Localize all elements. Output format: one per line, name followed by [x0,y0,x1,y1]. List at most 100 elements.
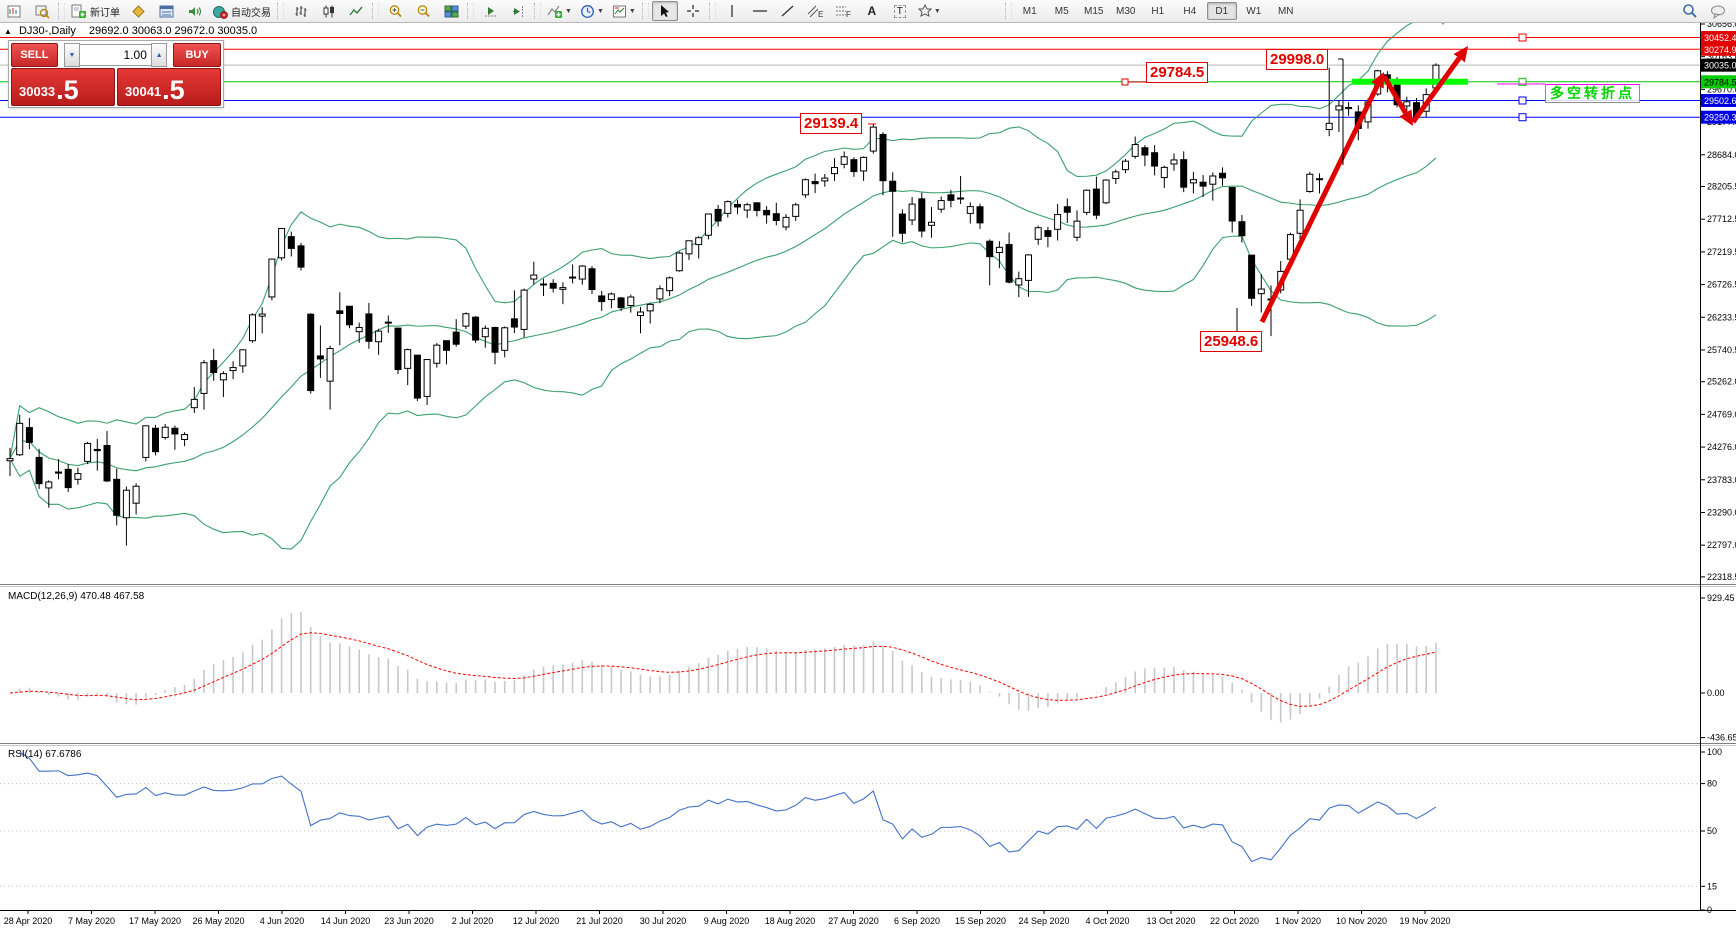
candle [1316,178,1323,181]
trend-arrow[interactable] [1410,56,1462,124]
vertical-line-tool[interactable] [719,1,745,21]
price-annotation-label[interactable]: 29998.0 [1266,49,1329,70]
indicators-icon [547,5,562,18]
templates-button[interactable]: ▼ [609,1,639,21]
sell-price[interactable]: 30033 .5 [11,68,115,106]
svg-text:F: F [846,10,851,18]
price-annotation-label[interactable]: 25948.6 [1200,331,1263,352]
price-annotation-label[interactable]: 29139.4 [800,113,863,134]
horizontal-line-tool[interactable] [747,1,773,21]
timeframe-M15[interactable]: M15 [1084,5,1104,17]
candle [1189,179,1197,184]
timeframe-M30[interactable]: M30 [1116,5,1136,17]
candle [404,349,412,369]
candle [627,296,635,307]
indicators-button[interactable]: ▼ [544,1,575,21]
horizontal-line-icon [752,10,767,12]
timeframe-D1[interactable]: D1 [1206,2,1237,20]
auto-scroll-button[interactable] [477,1,503,21]
price-badge [1701,75,1736,89]
zoom-out-button[interactable] [410,1,436,21]
chat-button[interactable] [1705,1,1731,21]
fibonacci-tool[interactable]: F [831,1,857,21]
tile-windows-button[interactable] [438,1,464,21]
candle [831,167,838,175]
candle [132,485,140,504]
timeframe-H4[interactable]: H4 [1183,5,1197,17]
toolbar-separator [1004,3,1012,19]
trend-arrow[interactable] [1259,84,1380,324]
candle [607,293,615,301]
chart-shift-button[interactable] [505,1,531,21]
price-tick: 25262.0 [1707,377,1736,387]
new-order-button[interactable]: 新订单 [68,1,123,21]
trend-arrow[interactable] [1381,74,1408,115]
metaeditor-button[interactable] [125,1,151,21]
arrows-tool[interactable]: ▼ [915,1,944,21]
candle [1257,288,1265,295]
search-button[interactable] [1677,1,1703,21]
candle [1034,227,1042,240]
text-label-tool[interactable]: T [887,1,913,21]
vertical-line-icon [731,5,733,17]
volume-increase-button[interactable]: ▲ [150,43,168,67]
timeframe-W1[interactable]: W1 [1246,5,1262,17]
new-chart-button[interactable] [1,1,27,21]
market-watch-button[interactable] [153,1,179,21]
chat-icon [1710,5,1725,19]
timeframe-M5[interactable]: M5 [1054,5,1069,17]
candle [258,313,266,317]
timeframe-H1[interactable]: H1 [1151,5,1165,17]
date-label: 7 May 2020 [68,916,115,926]
date-label: 15 Sep 2020 [955,916,1006,926]
candlestick-chart-button[interactable] [315,1,341,21]
price-tick: 26233.5 [1707,312,1736,322]
candle [326,347,334,382]
crosshair-tool-button[interactable] [680,1,706,21]
tile-windows-icon [444,5,458,17]
candle [1170,159,1178,165]
candle [113,478,121,516]
candle [1131,144,1139,157]
bar-chart-button[interactable] [287,1,313,21]
toolbar-separator [708,3,716,19]
toolbar-separator [372,3,379,19]
sound-button[interactable] [181,1,207,21]
volume-decrease-button[interactable]: ▼ [63,43,81,67]
profiles-button[interactable] [29,1,55,21]
cursor-tool-button[interactable] [651,1,678,21]
timeframe-MN[interactable]: MN [1277,5,1294,17]
candle [549,282,557,289]
toolbar-separator [58,3,65,19]
candle [879,133,887,182]
svg-text:E: E [818,10,823,18]
collapse-panel-icon[interactable]: ▲ [4,27,12,36]
candle [957,197,965,200]
zoom-in-button[interactable] [382,1,408,21]
price-badge [1701,42,1736,56]
candle [559,287,567,290]
date-label: 2 Jul 2020 [452,916,494,926]
date-label: 13 Oct 2020 [1146,916,1195,926]
volume-input[interactable]: 1.00 [80,44,151,66]
periods-button[interactable]: ▼ [577,1,607,21]
timeframe-M1[interactable]: M1 [1022,5,1037,17]
candle [375,330,383,343]
templates-icon [612,5,626,17]
autotrading-button[interactable]: 自动交易 [209,1,274,21]
equidistant-channel-tool[interactable]: E [803,1,829,21]
buy-button[interactable]: BUY [173,43,221,67]
trendline-tool[interactable] [775,1,801,21]
text-tool[interactable]: A [867,4,877,18]
line-chart-button[interactable] [343,1,369,21]
date-label: 27 Aug 2020 [828,916,879,926]
price-annotation-label[interactable]: 29784.5 [1146,62,1209,83]
price-tick: 30656.0 [1707,19,1736,29]
annotation-note[interactable]: 多空转折点 [1545,84,1640,103]
candle [666,277,674,292]
candle [986,240,994,258]
sell-button[interactable]: SELL [11,43,58,67]
buy-price[interactable]: 30041 .5 [117,68,221,106]
candle [142,425,150,458]
